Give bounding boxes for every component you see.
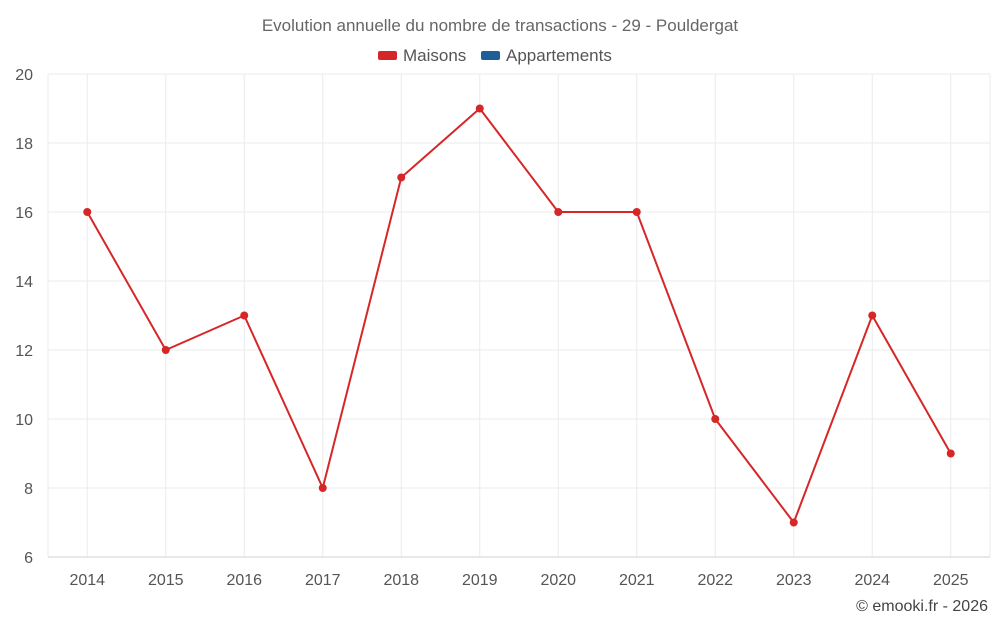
credit-text: © emooki.fr - 2026 [856, 598, 988, 615]
y-axis-ticks: 6 8 10 12 14 16 18 20 [15, 67, 33, 567]
data-point-maisons-2020[interactable] [554, 208, 563, 216]
data-point-maisons-2022[interactable] [711, 415, 720, 423]
series-maisons[interactable] [83, 104, 955, 527]
legend-item-appartements[interactable]: Appartements [481, 46, 612, 65]
legend-swatch-maisons [378, 51, 397, 60]
legend-label-maisons: Maisons [403, 46, 466, 65]
data-point-maisons-2015[interactable] [161, 346, 170, 354]
data-point-maisons-2024[interactable] [868, 311, 877, 320]
legend[interactable]: Maisons Appartements [378, 46, 612, 65]
y-tick-label: 20 [15, 67, 33, 84]
gridlines [47, 73, 991, 557]
x-tick-label: 2014 [69, 572, 105, 589]
x-axis-ticks: 2014 2015 2016 2017 2018 2019 2020 2021 2022 2023… [69, 572, 968, 589]
x-tick-label: 2015 [148, 572, 184, 589]
x-tick-label: 2019 [462, 572, 498, 589]
chart-title: Evolution annuelle du nombre de transact… [262, 16, 739, 35]
data-point-maisons-2017[interactable] [318, 484, 327, 492]
x-tick-label: 2023 [776, 572, 812, 589]
y-tick-label: 10 [15, 412, 33, 429]
x-tick-label: 2017 [305, 572, 341, 589]
x-tick-label: 2021 [619, 572, 655, 589]
legend-label-appartements: Appartements [506, 46, 612, 65]
x-tick-label: 2020 [540, 572, 576, 589]
y-tick-label: 6 [24, 550, 33, 567]
x-tick-label: 2016 [226, 572, 262, 589]
legend-swatch-appartements [481, 51, 500, 60]
data-point-maisons-2016[interactable] [240, 311, 249, 320]
data-point-maisons-2019[interactable] [475, 104, 484, 113]
data-point-maisons-2023[interactable] [789, 518, 798, 527]
y-tick-label: 12 [15, 343, 33, 360]
x-tick-label: 2018 [383, 572, 419, 589]
x-tick-label: 2022 [697, 572, 733, 589]
data-point-maisons-2014[interactable] [83, 208, 92, 216]
data-point-maisons-2025[interactable] [946, 449, 955, 458]
data-point-maisons-2018[interactable] [397, 173, 406, 182]
x-tick-label: 2024 [854, 572, 890, 589]
legend-item-maisons[interactable]: Maisons [378, 46, 466, 65]
y-tick-label: 16 [15, 205, 33, 222]
y-tick-label: 14 [15, 274, 33, 291]
series-line-maisons [86, 107, 952, 524]
x-tick-label: 2025 [933, 572, 969, 589]
y-tick-label: 18 [15, 136, 33, 153]
data-point-maisons-2021[interactable] [632, 208, 641, 216]
y-tick-label: 8 [24, 481, 33, 498]
